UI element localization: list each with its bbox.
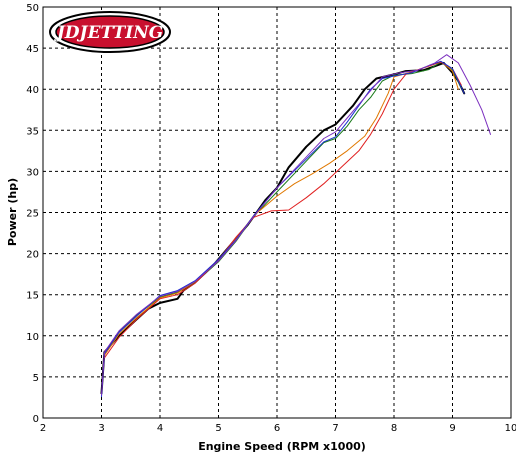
y-tick-label: 0 xyxy=(33,414,39,425)
y-tick-label: 30 xyxy=(26,167,39,178)
y-tick-label: 35 xyxy=(26,126,39,137)
y-tick-label: 15 xyxy=(26,291,39,302)
x-tick-label: 10 xyxy=(505,423,516,434)
y-tick-label: 10 xyxy=(26,332,39,343)
y-tick-label: 40 xyxy=(26,85,39,96)
power-curve-6 xyxy=(101,54,491,396)
x-tick-label: 5 xyxy=(215,423,221,434)
y-tick-label: 5 xyxy=(33,373,39,384)
y-tick-label: 50 xyxy=(26,3,39,14)
x-tick-label: 2 xyxy=(40,423,46,434)
x-tick-label: 4 xyxy=(157,423,163,434)
power-curve-2 xyxy=(103,61,462,355)
power-curve-1 xyxy=(100,61,466,395)
power-curve-4 xyxy=(103,61,462,359)
logo-text: JDJETTING xyxy=(54,23,164,43)
x-tick-label: 7 xyxy=(332,423,338,434)
x-tick-label: 3 xyxy=(98,423,104,434)
y-axis-label: Power (hp) xyxy=(6,178,19,246)
x-tick-label: 6 xyxy=(274,423,280,434)
y-tick-label: 45 xyxy=(26,44,39,55)
y-tick-label: 25 xyxy=(26,209,39,220)
y-tick-label: 20 xyxy=(26,250,39,261)
x-tick-label: 9 xyxy=(449,423,455,434)
power-curves xyxy=(100,54,491,398)
x-axis-label: Engine Speed (RPM x1000) xyxy=(198,440,366,453)
x-tick-label: 8 xyxy=(391,423,397,434)
jdjetting-logo: JDJETTING xyxy=(49,11,171,53)
